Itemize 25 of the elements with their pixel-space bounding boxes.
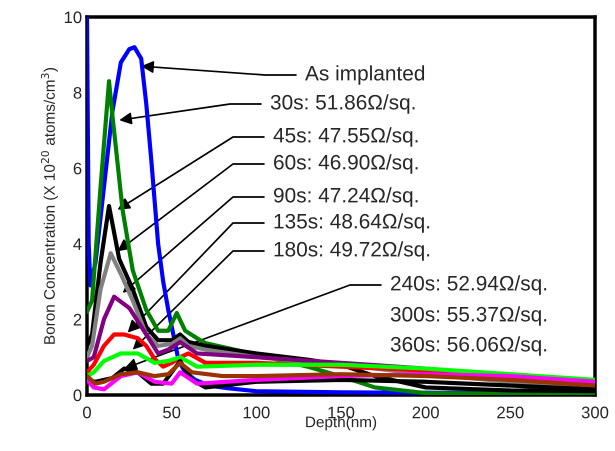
y-tick-label: 2 <box>74 314 82 326</box>
x-tick-label: 100 <box>244 406 270 418</box>
y-tick-label: 6 <box>74 162 82 174</box>
annotation: 180s: 49.72Ω/sq. <box>274 241 430 261</box>
annotation: 300s: 55.37Ω/sq. <box>390 306 546 326</box>
x-tick-label: 300 <box>582 406 608 418</box>
x-tick-label: 250 <box>497 406 524 418</box>
annotation: 30s: 51.86Ω/sq. <box>270 94 415 114</box>
y-tick-label: 8 <box>74 87 82 99</box>
annotation: 45s: 47.55Ω/sq. <box>273 127 418 147</box>
annotation: 90s: 47.24Ω/sq. <box>274 187 418 207</box>
y-tick-label: 4 <box>73 238 82 250</box>
annotation: 60s: 46.90Ω/sq. <box>274 154 418 174</box>
y-tick-label: 10 <box>64 11 82 24</box>
x-tick-label: 50 <box>163 406 180 418</box>
x-tick-label: 200 <box>412 406 439 418</box>
annotation: 360s: 56.06Ω/sq. <box>390 336 546 356</box>
y-tick-label: 0 <box>74 389 82 402</box>
x-tick-label: 150 <box>328 406 354 418</box>
annotation: 135s: 48.64Ω/sq. <box>274 213 430 233</box>
annotation: As implanted <box>305 65 424 85</box>
x-tick-label: 0 <box>83 406 91 418</box>
x-axis-title: Depth(nm) <box>306 416 376 430</box>
y-axis-title: Boron Concentration (X 10$^{20}$ atoms/cm$^{3}$) <box>40 68 58 344</box>
annotation: 240s: 52.94Ω/sq. <box>391 275 546 295</box>
